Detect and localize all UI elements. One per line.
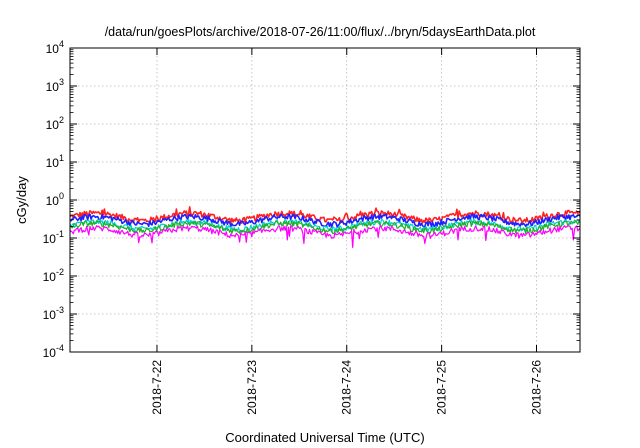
y-tick-label: 103: [46, 77, 64, 94]
series-group: [69, 206, 581, 248]
chart-title: /data/run/goesPlots/archive/2018-07-26/1…: [105, 25, 536, 39]
y-axis-label: cGy/day: [14, 176, 29, 224]
x-tick-labels: 2018-7-22 2018-7-23 2018-7-24 2018-7-25 2018…: [150, 360, 544, 415]
series-line: [69, 224, 581, 248]
x-tick-label: 2018-7-24: [340, 360, 354, 415]
y-tick-label: 10-2: [43, 267, 64, 284]
x-tick-label: 2018-7-22: [150, 360, 164, 415]
x-tick-label: 2018-7-25: [435, 360, 449, 415]
x-tick-label: 2018-7-23: [245, 360, 259, 415]
series-line: [69, 206, 581, 224]
axis-ticks: [70, 47, 580, 353]
y-tick-label: 104: [46, 39, 64, 56]
y-tick-labels: 10-4 10-3 10-2 10-1 100 101 102 103 104: [43, 39, 64, 360]
grid-lines: [70, 48, 580, 352]
y-tick-label: 100: [46, 191, 64, 208]
y-tick-label: 101: [46, 153, 64, 170]
y-tick-label: 10-3: [43, 305, 64, 322]
y-tick-label: 10-4: [43, 343, 64, 360]
y-tick-label: 102: [46, 115, 64, 132]
x-axis-label: Coordinated Universal Time (UTC): [225, 430, 424, 445]
x-tick-label: 2018-7-26: [530, 360, 544, 415]
y-tick-label: 10-1: [43, 229, 64, 246]
